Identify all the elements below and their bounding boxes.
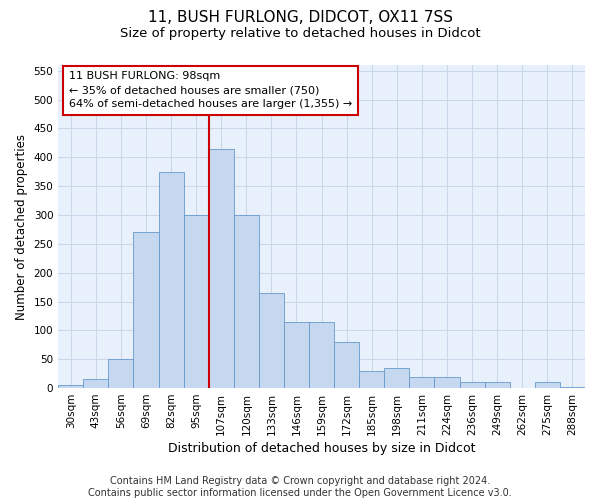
Text: 11 BUSH FURLONG: 98sqm
← 35% of detached houses are smaller (750)
64% of semi-de: 11 BUSH FURLONG: 98sqm ← 35% of detached… (69, 72, 352, 110)
Bar (58, 385, 83, 388)
Bar (83, 380, 109, 388)
Bar (158, 172, 184, 388)
Bar (560, 387, 585, 388)
Bar (284, 322, 309, 388)
Bar (485, 382, 510, 388)
Bar (259, 293, 284, 388)
Text: 11, BUSH FURLONG, DIDCOT, OX11 7SS: 11, BUSH FURLONG, DIDCOT, OX11 7SS (148, 10, 452, 25)
Text: Size of property relative to detached houses in Didcot: Size of property relative to detached ho… (119, 28, 481, 40)
Bar (234, 215, 259, 388)
Bar (209, 148, 234, 388)
Bar (409, 376, 434, 388)
Bar (109, 359, 133, 388)
Bar (334, 342, 359, 388)
X-axis label: Distribution of detached houses by size in Didcot: Distribution of detached houses by size … (168, 442, 475, 455)
Bar (434, 376, 460, 388)
Bar (309, 322, 334, 388)
Bar (460, 382, 485, 388)
Bar (184, 215, 209, 388)
Bar (385, 368, 409, 388)
Bar (359, 371, 385, 388)
Text: Contains HM Land Registry data © Crown copyright and database right 2024.
Contai: Contains HM Land Registry data © Crown c… (88, 476, 512, 498)
Bar (133, 232, 158, 388)
Bar (535, 382, 560, 388)
Y-axis label: Number of detached properties: Number of detached properties (15, 134, 28, 320)
